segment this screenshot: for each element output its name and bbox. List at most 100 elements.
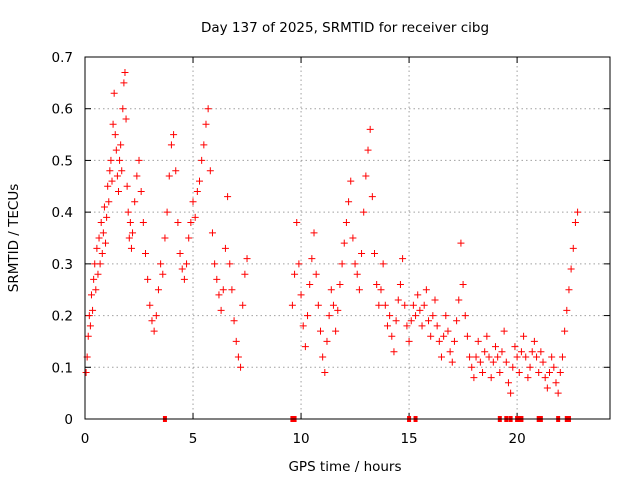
data-point bbox=[183, 260, 191, 268]
data-point bbox=[159, 270, 167, 278]
data-point bbox=[394, 296, 402, 304]
data-point bbox=[457, 239, 465, 247]
data-point bbox=[221, 244, 229, 252]
data-point bbox=[84, 332, 92, 340]
data-point bbox=[92, 286, 100, 294]
data-points bbox=[82, 69, 582, 422]
data-point bbox=[502, 358, 510, 366]
data-point bbox=[565, 286, 573, 294]
data-point bbox=[574, 208, 582, 216]
data-point bbox=[314, 301, 322, 309]
data-point bbox=[347, 177, 355, 185]
data-point bbox=[114, 187, 122, 195]
data-point bbox=[127, 244, 135, 252]
data-point bbox=[176, 250, 184, 258]
data-point bbox=[520, 332, 528, 340]
data-point bbox=[206, 167, 214, 175]
data-point bbox=[338, 260, 346, 268]
data-point bbox=[563, 306, 571, 314]
data-point bbox=[392, 317, 400, 325]
data-point bbox=[122, 115, 130, 123]
data-point bbox=[308, 255, 316, 263]
data-point bbox=[97, 218, 105, 226]
data-point bbox=[435, 337, 443, 345]
data-point bbox=[191, 213, 199, 221]
y-tick-label: 0.7 bbox=[52, 50, 73, 66]
data-point bbox=[316, 327, 324, 335]
data-point bbox=[353, 270, 361, 278]
x-axis-label: GPS time / hours bbox=[288, 459, 401, 475]
data-point bbox=[420, 301, 428, 309]
data-point bbox=[371, 250, 379, 258]
data-point bbox=[535, 368, 543, 376]
data-point bbox=[571, 218, 579, 226]
data-point bbox=[200, 141, 208, 149]
x-tick-label: 15 bbox=[400, 431, 417, 447]
data-point bbox=[154, 286, 162, 294]
data-point bbox=[172, 167, 180, 175]
data-point bbox=[528, 348, 536, 356]
data-point bbox=[556, 368, 564, 376]
data-point bbox=[293, 218, 301, 226]
data-point bbox=[364, 146, 372, 154]
axis-ticks: 0 0.1 0.2 0.3 0.4 0.5 0.6 0.7 0 5 10 15 20 bbox=[52, 50, 610, 447]
data-point bbox=[325, 312, 333, 320]
data-point bbox=[103, 213, 111, 221]
data-point bbox=[291, 270, 299, 278]
data-point bbox=[89, 306, 97, 314]
y-tick-label: 0.5 bbox=[52, 153, 73, 169]
data-point bbox=[383, 322, 391, 330]
data-point bbox=[106, 167, 114, 175]
data-point bbox=[437, 353, 445, 361]
data-point bbox=[548, 353, 556, 361]
data-point bbox=[541, 374, 549, 382]
data-point bbox=[135, 156, 143, 164]
data-point bbox=[211, 260, 219, 268]
data-point bbox=[487, 374, 495, 382]
data-point bbox=[157, 260, 165, 268]
data-point bbox=[148, 317, 156, 325]
data-point bbox=[561, 327, 569, 335]
data-point bbox=[425, 317, 433, 325]
data-point bbox=[446, 348, 454, 356]
data-point bbox=[295, 260, 303, 268]
chart-title: Day 137 of 2025, SRMTID for receiver cib… bbox=[201, 20, 489, 36]
data-point bbox=[489, 358, 497, 366]
data-point bbox=[208, 229, 216, 237]
data-point bbox=[95, 234, 103, 242]
data-point bbox=[141, 250, 149, 258]
data-point bbox=[483, 332, 491, 340]
data-point bbox=[416, 306, 424, 314]
data-point bbox=[98, 250, 106, 258]
data-point bbox=[530, 337, 538, 345]
data-point bbox=[102, 239, 110, 247]
data-point bbox=[414, 291, 422, 299]
data-point bbox=[219, 286, 227, 294]
data-point bbox=[178, 265, 186, 273]
data-point bbox=[453, 317, 461, 325]
data-point bbox=[118, 167, 126, 175]
data-point bbox=[232, 337, 240, 345]
data-point bbox=[509, 363, 517, 371]
data-point bbox=[496, 368, 504, 376]
data-point bbox=[336, 281, 344, 289]
data-point bbox=[321, 368, 329, 376]
data-point bbox=[332, 327, 340, 335]
data-point bbox=[105, 198, 113, 206]
data-point bbox=[543, 384, 551, 392]
y-axis-label: SRMTID / TECUs bbox=[6, 184, 22, 292]
data-point bbox=[539, 358, 547, 366]
data-point bbox=[139, 218, 147, 226]
data-point bbox=[405, 337, 413, 345]
data-point bbox=[431, 296, 439, 304]
data-point bbox=[224, 193, 232, 201]
data-point bbox=[340, 239, 348, 247]
plot-frame bbox=[84, 56, 611, 420]
data-point bbox=[323, 337, 331, 345]
data-point bbox=[86, 322, 94, 330]
x-tick-label: 0 bbox=[81, 431, 90, 447]
data-point bbox=[226, 260, 234, 268]
data-point bbox=[362, 172, 370, 180]
data-point bbox=[524, 374, 532, 382]
data-point bbox=[433, 322, 441, 330]
